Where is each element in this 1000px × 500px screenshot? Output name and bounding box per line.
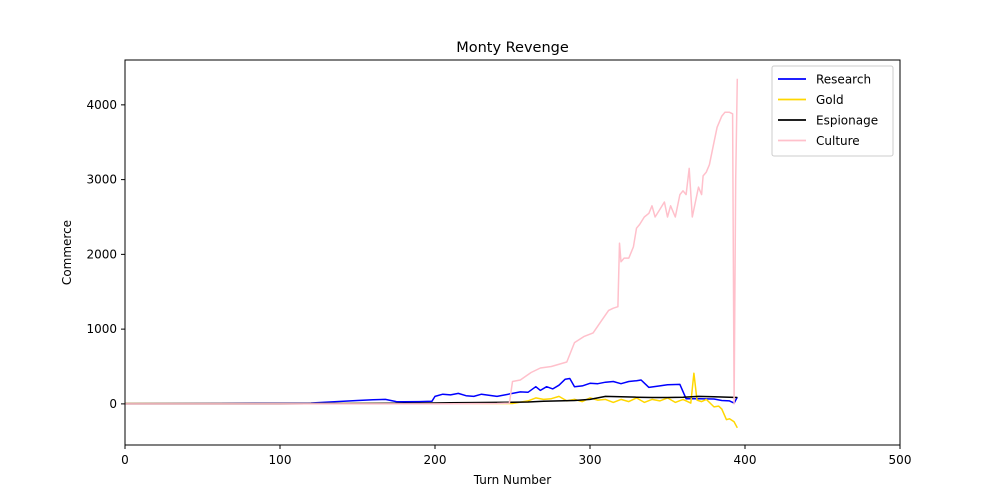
- plot-lines: [124, 78, 739, 429]
- series-line-research: [124, 377, 738, 405]
- legend: Research Gold Espionage Culture: [771, 65, 894, 157]
- y-tick-label: 3000: [86, 173, 117, 187]
- x-tick-label: 0: [121, 453, 129, 467]
- plot-frame: [124, 59, 901, 446]
- y-tick-label: 1000: [86, 322, 117, 336]
- y-tick-label: 0: [109, 397, 117, 411]
- x-axis-ticks: 0 100 200 300 400 500: [121, 445, 911, 467]
- legend-label-culture: Culture: [816, 134, 860, 148]
- legend-label-espionage: Espionage: [816, 114, 878, 128]
- x-tick-label: 400: [734, 453, 757, 467]
- series-line-gold: [125, 372, 738, 429]
- y-tick-label: 2000: [86, 247, 117, 261]
- x-tick-label: 100: [269, 453, 292, 467]
- x-tick-label: 200: [424, 453, 447, 467]
- series-line-culture: [125, 78, 739, 405]
- series-line-espionage: [125, 395, 738, 405]
- legend-label-gold: Gold: [816, 93, 844, 107]
- y-tick-label: 4000: [86, 98, 117, 112]
- legend-box: [771, 65, 894, 157]
- y-axis-label: Commerce: [60, 220, 74, 285]
- x-tick-label: 500: [889, 453, 912, 467]
- x-tick-label: 300: [579, 453, 602, 467]
- chart-title: Monty Revenge: [456, 40, 569, 56]
- x-axis-label: Turn Number: [473, 473, 552, 487]
- legend-label-research: Research: [816, 73, 871, 87]
- y-axis-ticks: 0 1000 2000 3000 4000: [86, 98, 125, 411]
